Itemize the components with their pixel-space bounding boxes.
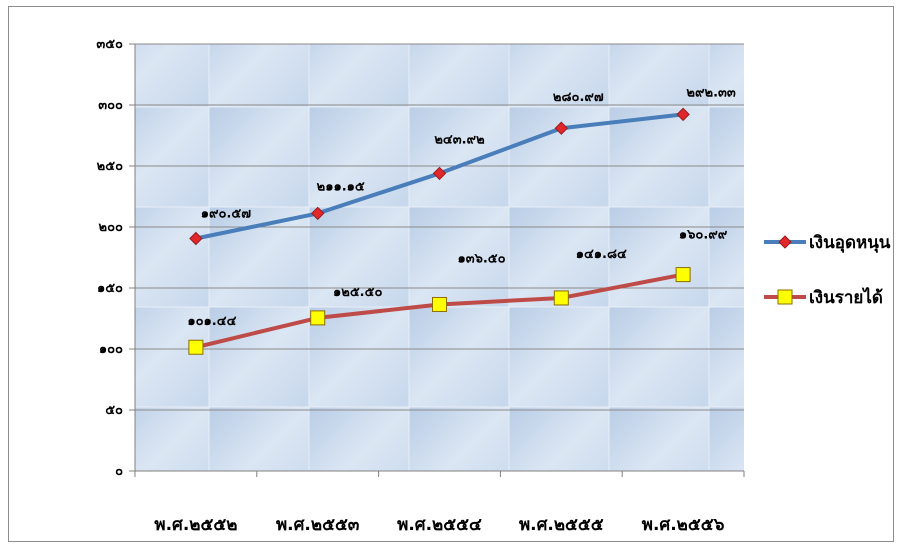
x-tick-label: พ.ศ.๒๕๕๔	[397, 515, 482, 535]
x-tick-label: พ.ศ.๒๕๕๒	[154, 515, 237, 535]
data-point-marker	[189, 231, 203, 246]
x-tick-label: พ.ศ.๒๕๕๕	[519, 515, 604, 535]
data-point-marker	[310, 206, 325, 221]
y-tick-label: ๑๕๐	[97, 281, 123, 296]
data-point-marker	[553, 290, 569, 306]
data-point-marker	[432, 166, 447, 181]
y-tick-label: ๐	[115, 464, 123, 479]
data-label: ๑๐๑.๔๔	[187, 314, 236, 329]
legend: เงินอุดหนุนเงินรายได้	[764, 233, 891, 308]
data-label: ๑๓๖.๕๐	[457, 251, 505, 266]
data-point-marker	[554, 121, 569, 135]
y-tick-label: ๒๐๐	[99, 220, 124, 235]
y-tick-label: ๓๐๐	[98, 98, 123, 113]
x-tick-label: พ.ศ.๒๕๕๓	[276, 515, 360, 535]
data-point-marker	[188, 339, 204, 355]
data-point-marker	[432, 296, 447, 312]
data-label: ๑๙๐.๕๗	[201, 207, 251, 222]
legend-marker	[777, 289, 793, 305]
data-point-marker	[310, 310, 326, 326]
plot-background	[135, 44, 744, 471]
x-tick-label: พ.ศ.๒๕๕๖	[642, 515, 725, 535]
data-label: ๒๔๓.๙๒	[434, 132, 484, 147]
y-tick-label: ๓๕๐	[96, 37, 123, 52]
legend-label: เงินรายได้	[809, 287, 883, 308]
legend-marker	[778, 235, 792, 249]
data-label: ๑๒๕.๕๐	[333, 285, 382, 300]
legend-label: เงินอุดหนุน	[809, 233, 891, 253]
plot-area	[135, 44, 744, 471]
data-label: ๒๑๑.๑๕	[317, 179, 365, 194]
data-label: ๒๘๐.๙๗	[553, 90, 604, 105]
data-point-marker	[676, 107, 690, 122]
data-point-marker	[675, 267, 691, 283]
chart-frame: ๐ ๕๐ ๑๐๐ ๑๕๐ ๒๐๐ ๒๕๐ ๓๐๐ ๓๕๐พ.ศ.๒๕๕๒ พ.ศ.๒๕๕๓ พ.ศ…	[8, 6, 894, 542]
data-label: ๑๖๐.๙๙	[679, 228, 728, 243]
data-label: ๑๔๑.๘๔	[576, 247, 627, 262]
series-layer	[188, 107, 691, 355]
y-tick-label: ๑๐๐	[99, 342, 123, 357]
y-tick-label: ๒๕๐	[97, 159, 123, 174]
data-label: ๒๙๒.๓๓	[686, 85, 735, 100]
y-tick-label: ๕๐	[105, 403, 123, 418]
gridlines	[135, 43, 744, 411]
